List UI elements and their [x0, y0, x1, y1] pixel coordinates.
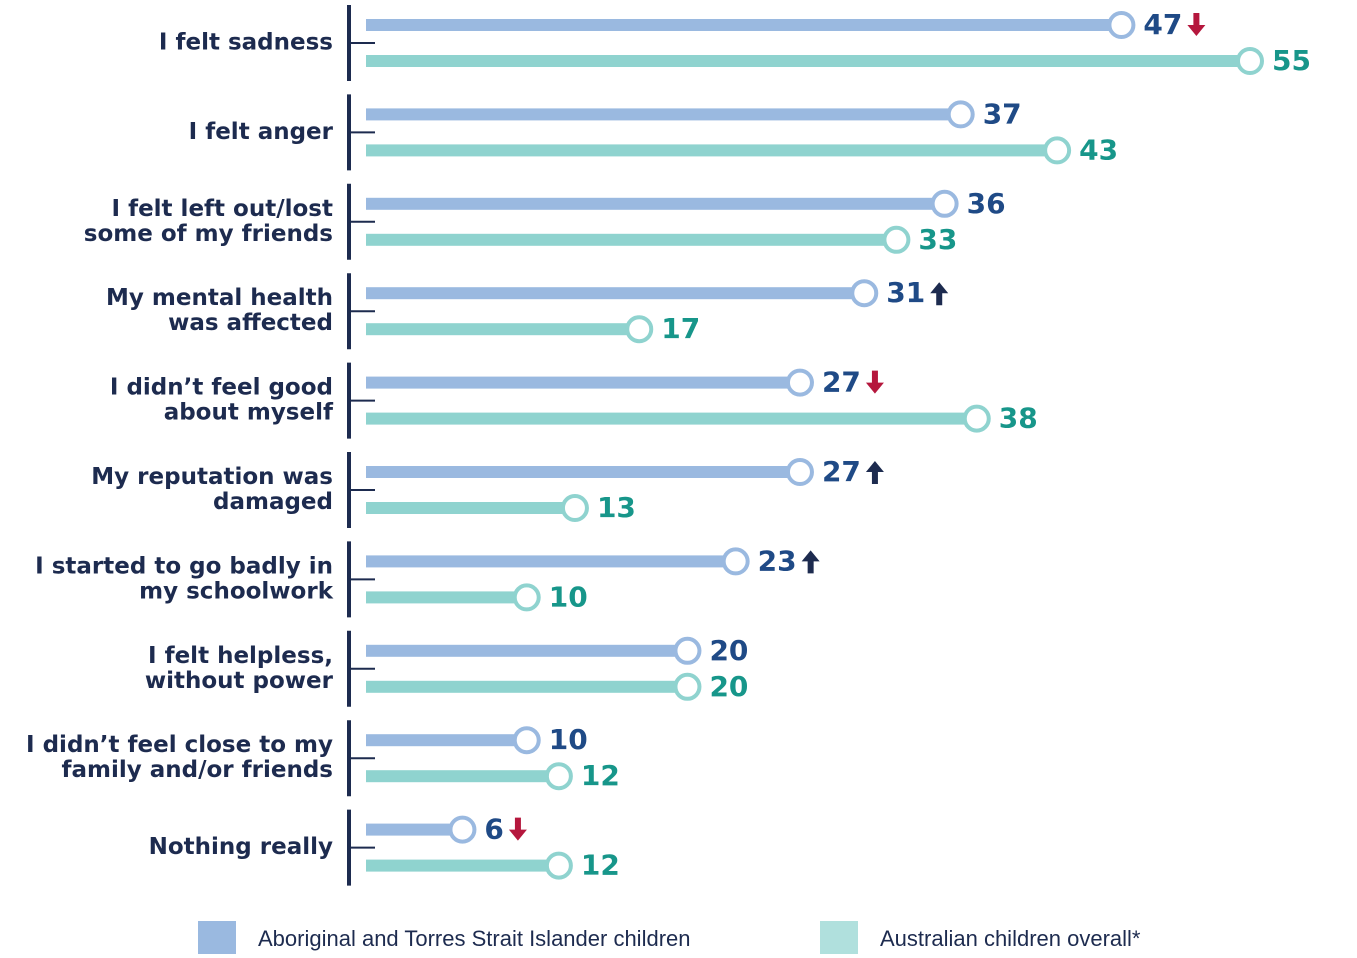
category-label: was affected: [168, 310, 333, 336]
bar-end: [673, 636, 702, 665]
category-label: My reputation was: [91, 464, 333, 490]
bar-end: [850, 279, 879, 308]
bar: [366, 823, 463, 836]
category-label: damaged: [213, 489, 333, 515]
bar: [366, 466, 800, 478]
value-label: 20: [709, 670, 748, 703]
category-label: my schoolwork: [139, 578, 334, 604]
arrow-down: [865, 370, 884, 394]
category-label: I didn’t feel good: [110, 375, 333, 401]
bar: [366, 323, 640, 336]
category-label: some of my friends: [84, 221, 333, 247]
value-label: 10: [549, 723, 588, 756]
category-label: I didn’t feel close to my: [26, 732, 333, 758]
bar: [366, 859, 559, 872]
bar: [366, 19, 1122, 31]
bar-end: [785, 368, 814, 397]
category-label: My mental health: [106, 285, 333, 311]
bar-end: [673, 672, 702, 701]
value-label: 10: [549, 580, 588, 613]
bar-end: [1236, 47, 1264, 75]
category-label: I started to go badly in: [35, 553, 333, 579]
value-label: 12: [581, 759, 620, 792]
bar-end: [544, 762, 573, 791]
category-label: I felt left out/lost: [112, 196, 334, 222]
bar-end: [1107, 11, 1136, 39]
bar: [366, 770, 559, 783]
bar: [366, 644, 688, 657]
value-label: 20: [709, 634, 748, 667]
bar: [366, 55, 1250, 67]
bar: [366, 287, 865, 300]
legend-label: Australian children overall*: [880, 926, 1141, 951]
category-label: about myself: [164, 400, 334, 426]
bar: [366, 233, 897, 246]
value-label: 27: [822, 455, 861, 488]
category-label: family and/or friends: [61, 757, 333, 783]
bar-end: [512, 726, 541, 755]
value-label: 6: [484, 813, 503, 846]
value-label: 17: [661, 312, 700, 345]
arrow-up: [801, 550, 820, 574]
category-label: I felt sadness: [159, 30, 333, 56]
bar: [366, 376, 800, 389]
bar-end: [962, 404, 991, 433]
value-label: 47: [1143, 8, 1182, 41]
value-label: 55: [1272, 44, 1311, 77]
bar: [366, 197, 945, 210]
bar: [366, 555, 736, 568]
arrow-down: [508, 817, 527, 841]
bar: [366, 108, 961, 121]
category-label: I felt anger: [189, 119, 334, 145]
value-label: 13: [597, 491, 636, 524]
bar-end: [625, 315, 654, 344]
category-label: without power: [145, 668, 334, 694]
bar-end: [560, 494, 589, 522]
bar: [366, 734, 527, 747]
legend-swatch: [198, 921, 236, 955]
bar: [366, 412, 977, 425]
value-label: 33: [918, 223, 957, 256]
arrow-down: [1187, 13, 1206, 36]
value-label: 38: [999, 402, 1038, 435]
bar: [366, 680, 688, 693]
arrow-up: [865, 461, 884, 484]
bar-end: [785, 458, 814, 486]
value-label: 23: [758, 544, 797, 577]
bar-end: [882, 225, 911, 254]
bar-end: [512, 583, 541, 612]
bar: [366, 502, 575, 514]
value-label: 27: [822, 366, 861, 399]
legend-label: Aboriginal and Torres Strait Islander ch…: [258, 926, 691, 951]
legend-swatch: [820, 921, 858, 955]
bar-end: [721, 547, 750, 576]
value-label: 37: [983, 97, 1022, 130]
value-label: 12: [581, 849, 620, 882]
value-label: 43: [1079, 133, 1118, 166]
bar-end: [1043, 136, 1072, 165]
category-label: Nothing really: [149, 834, 333, 860]
category-label: I felt helpless,: [148, 643, 333, 669]
value-label: 36: [967, 187, 1006, 220]
bar-end: [930, 189, 959, 218]
bar-end: [946, 100, 975, 129]
bar: [366, 144, 1058, 157]
bar: [366, 591, 527, 604]
arrow-up: [930, 282, 949, 306]
value-label: 31: [886, 276, 925, 309]
bar-end: [448, 815, 477, 844]
bar-end: [544, 851, 573, 880]
